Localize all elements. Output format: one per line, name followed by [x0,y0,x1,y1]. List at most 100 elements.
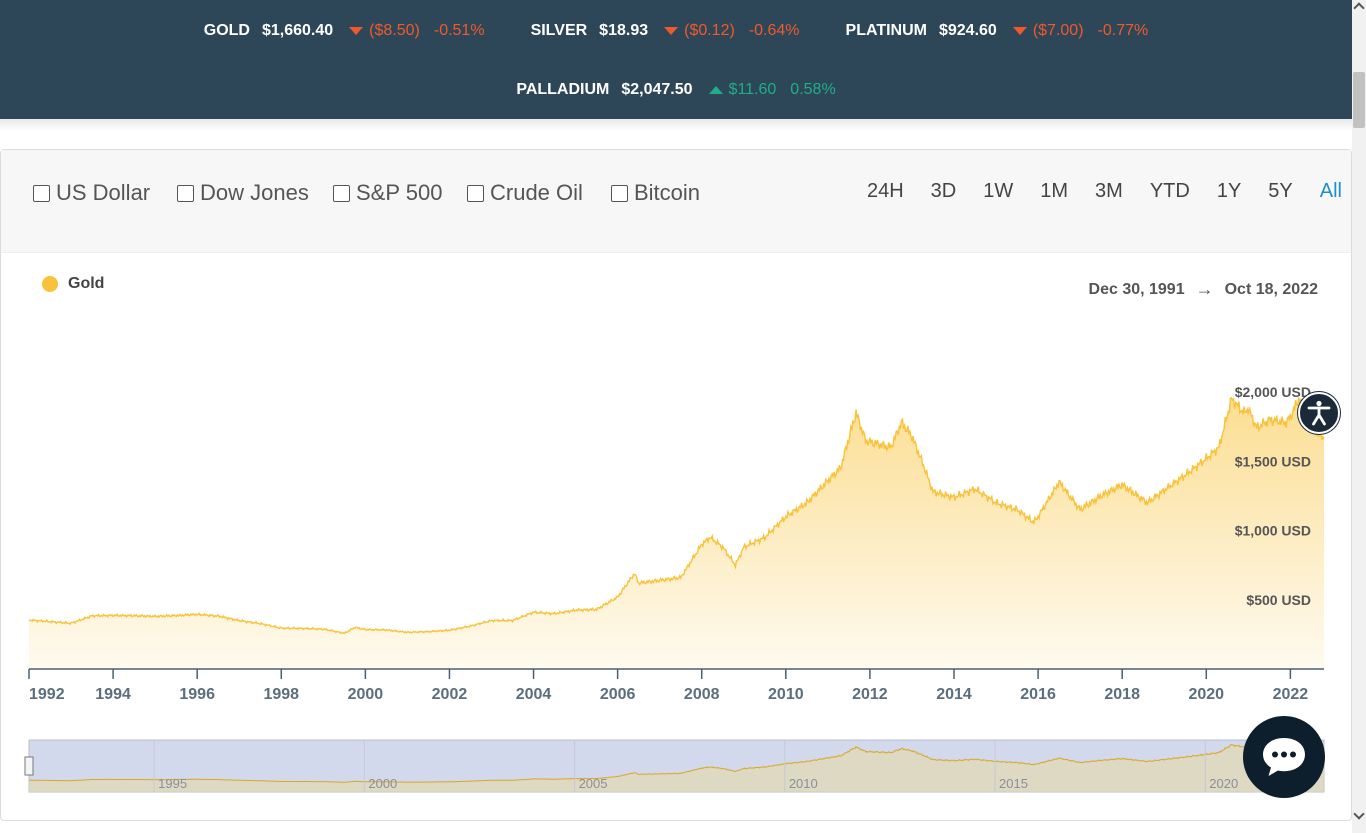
ticker-percent: -0.77% [1097,22,1149,39]
ticker-change: ($8.50) [369,22,420,39]
date-start: Dec 30, 1991 [1088,280,1185,298]
x-tick-label: 2020 [1188,686,1224,703]
navigator-area [29,744,1324,792]
y-tick-label: $1,500 USD [1235,453,1311,469]
compare-bitcoin[interactable]: Bitcoin [611,180,700,206]
time-range-selector: 24H 3D 1W 1M 3M YTD 1Y 5Y All [840,180,1342,203]
x-tick-label: 2012 [852,686,888,703]
range-5y[interactable]: 5Y [1268,180,1293,202]
chat-button[interactable] [1243,716,1325,798]
navigator-tick-label: 1995 [158,776,187,791]
ticker-silver[interactable]: SILVER $18.93 ($0.12) -0.64% [531,22,800,40]
chart-legend[interactable]: Gold [42,275,104,293]
ticker-row-1: GOLD $1,660.40 ($8.50) -0.51% SILVER $18… [0,20,1352,42]
range-navigator[interactable]: 1995 2000 2005 2010 2015 2020 [24,739,1325,793]
compare-us-dollar[interactable]: US Dollar [33,180,150,206]
ticker-name: PLATINUM [845,22,927,39]
range-1y[interactable]: 1Y [1216,180,1242,202]
compare-label: S&P 500 [356,180,443,205]
x-tick-label: 2018 [1104,686,1140,703]
ticker-name: SILVER [530,22,588,39]
x-tick-label: 2022 [1273,686,1309,703]
arrow-right-icon: → [1195,279,1214,299]
ticker-percent: 0.58% [790,81,836,98]
ticker-percent: -0.51% [433,22,485,39]
ticker-platinum[interactable]: PLATINUM $924.60 ($7.00) -0.77% [846,22,1149,40]
checkbox[interactable] [177,184,194,202]
x-tick-label: 2006 [600,686,636,703]
range-1w[interactable]: 1W [983,180,1014,202]
plot-area [28,396,1325,669]
x-tick-label: 2000 [348,686,384,703]
ticker-name: GOLD [203,22,250,39]
ticker-price: $2,047.50 [621,81,693,98]
x-tick-label: 2008 [684,686,720,703]
ticker-palladium[interactable]: PALLADIUM $2,047.50 $11.60 0.58% [516,81,835,99]
ticker-change: ($0.12) [684,22,735,39]
x-tick-label: 2014 [936,686,972,703]
navigator-handle-left[interactable] [24,756,34,776]
gold-area [29,397,1324,669]
checkbox[interactable] [333,184,350,202]
compare-label: Bitcoin [634,180,701,205]
y-tick-label: $500 USD [1246,592,1311,608]
navigator-tick-label: 2020 [1209,776,1238,791]
compare-dow-jones[interactable]: Dow Jones [177,180,309,206]
compare-sp-500[interactable]: S&P 500 [333,180,442,206]
ticker-row-2: PALLADIUM $2,047.50 $11.60 0.58% [0,79,1352,101]
ticker-gold[interactable]: GOLD $1,660.40 ($8.50) -0.51% [204,22,485,40]
ticker-change: ($7.00) [1032,22,1084,39]
compare-label: US Dollar [56,180,151,205]
gold-series-line [28,396,1325,635]
compare-crude-oil[interactable]: Crude Oil [467,180,583,206]
chat-icon [1263,738,1305,776]
y-tick-label: $2,000 USD [1235,384,1311,400]
x-tick-label: 1992 [29,686,65,703]
x-tick-label: 1994 [95,686,131,703]
navigator-tick-label: 2005 [579,776,608,791]
down-arrow-icon [1012,27,1027,35]
range-1m[interactable]: 1M [1040,180,1069,202]
range-3d[interactable]: 3D [930,180,957,202]
checkbox[interactable] [611,184,628,202]
legend-label: Gold [68,275,105,292]
x-tick-label: 2004 [516,686,552,703]
range-3m[interactable]: 3M [1095,180,1123,202]
chart-controls: US Dollar Dow Jones S&P 500 Crude Oil Bi… [1,150,1351,253]
ticker-price: $924.60 [938,22,997,39]
compare-label: Dow Jones [200,180,309,205]
navigator-tick-label: 2010 [789,776,818,791]
accessibility-icon [1307,400,1331,426]
down-arrow-icon [664,27,679,35]
accessibility-button[interactable] [1298,392,1340,434]
y-tick-label: $1,000 USD [1235,523,1311,539]
ticker-change: $11.60 [728,81,777,98]
header-shadow [0,119,1352,131]
checkbox[interactable] [33,184,50,202]
ticker-price: $1,660.40 [261,22,334,39]
x-tick-label: 2002 [432,686,468,703]
ticker-name: PALLADIUM [516,81,610,98]
scroll-down-icon[interactable] [1353,808,1365,820]
ticker-price: $18.93 [599,22,649,39]
checkbox[interactable] [467,184,484,202]
range-ytd[interactable]: YTD [1149,180,1190,202]
date-end: Oct 18, 2022 [1224,280,1318,298]
ticker-percent: -0.64% [748,22,800,39]
date-range: Dec 30, 1991 → Oct 18, 2022 [1089,279,1318,300]
scroll-up-icon[interactable] [1353,2,1365,14]
navigator-line [29,743,1325,783]
x-axis: 1992 1994 1996 1998 2000 2002 2004 2006 2008 2010… [28,668,1324,703]
range-24h[interactable]: 24H [866,180,904,202]
navigator-tick-label: 2015 [999,776,1028,791]
x-tick-label: 1996 [179,686,215,703]
legend-dot [42,276,58,292]
range-all[interactable]: All [1319,180,1342,202]
page-scrollbar[interactable] [1352,0,1366,833]
price-ticker: GOLD $1,660.40 ($8.50) -0.51% SILVER $18… [0,0,1352,119]
x-tick-label: 2016 [1020,686,1056,703]
down-arrow-icon [349,27,364,35]
x-tick-label: 1998 [263,686,299,703]
scroll-thumb[interactable] [1353,72,1365,128]
